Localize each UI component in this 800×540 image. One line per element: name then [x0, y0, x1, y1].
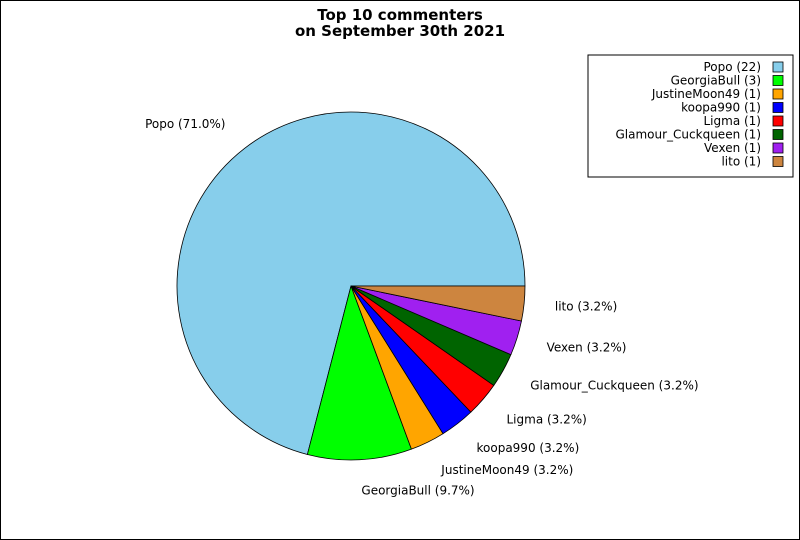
legend-label-glamour-cuckqueen: Glamour_Cuckqueen (1) — [616, 128, 762, 142]
pie-slice-lito — [350, 285, 526, 322]
legend-label-vexen: Vexen (1) — [704, 141, 761, 155]
legend-swatch-ligma — [772, 115, 784, 127]
legend-box — [587, 54, 794, 178]
chart-title-line-1: Top 10 commenters — [317, 6, 483, 24]
legend: Popo (22)GeorgiaBull (3)JustineMoon49 (1… — [587, 54, 794, 178]
legend-label-justinemoon49: JustineMoon49 (1) — [651, 87, 761, 101]
pie-label-popo: Popo (71.0%) — [145, 117, 225, 131]
legend-swatch-lito — [772, 156, 784, 167]
legend-label-georgiabull: GeorgiaBull (3) — [671, 74, 761, 88]
pie-slice-georgiabull — [306, 285, 412, 461]
legend-swatch-popo — [772, 61, 784, 73]
pie-label-georgiabull: GeorgiaBull (9.7%) — [361, 484, 474, 498]
legend-swatch-glamour-cuckqueen — [772, 129, 784, 140]
pie-labels: Popo (71.0%) GeorgiaBull (9.7%) JustineMoo… — [145, 117, 698, 498]
pie-label-vexen: Vexen (3.2%) — [547, 340, 627, 354]
legend-swatch-justinemoon49 — [772, 88, 784, 100]
chart-title-line-2: on September 30th 2021 — [294, 22, 506, 40]
pie-label-glamour-cuckqueen: Glamour_Cuckqueen (3.2%) — [530, 379, 698, 393]
pie-slices — [176, 111, 526, 461]
pie-slice-popo — [176, 111, 526, 455]
legend-swatch-koopa990 — [772, 102, 784, 113]
pie-label-koopa990: koopa990 (3.2%) — [477, 441, 580, 455]
pie-label-justinemoon49: JustineMoon49 (3.2%) — [440, 463, 573, 477]
pie-label-lito: lito (3.2%) — [555, 300, 617, 314]
legend-swatch-georgiabull — [772, 75, 784, 86]
pie-label-ligma: Ligma (3.2%) — [507, 413, 587, 427]
legend-swatch-vexen — [772, 142, 784, 154]
legend-label-koopa990: koopa990 (1) — [681, 101, 761, 115]
legend-label-popo: Popo (22) — [703, 60, 761, 74]
legend-label-ligma: Ligma (1) — [704, 114, 762, 128]
legend-label-lito: lito (1) — [721, 155, 761, 169]
